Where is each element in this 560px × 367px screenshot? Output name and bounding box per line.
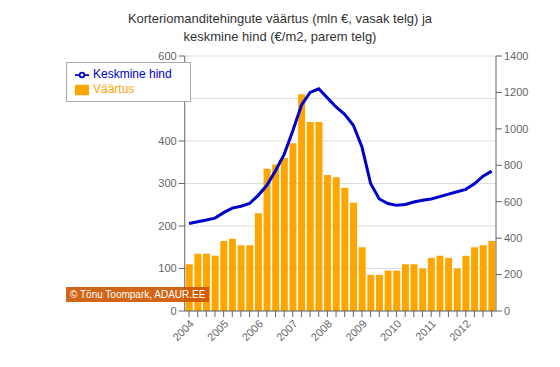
svg-text:2012: 2012: [447, 317, 473, 343]
svg-text:600: 600: [504, 196, 522, 208]
svg-text:500: 500: [158, 92, 176, 104]
svg-text:400: 400: [504, 232, 522, 244]
svg-text:300: 300: [158, 177, 176, 189]
html-text:Keskmine hind: Keskmine hind: [93, 67, 172, 81]
svg-text:2006: 2006: [239, 317, 265, 343]
svg-text:0: 0: [171, 305, 177, 317]
svg-text:1000: 1000: [504, 123, 528, 135]
svg-text:800: 800: [504, 159, 522, 171]
svg-text:400: 400: [158, 135, 176, 147]
svg-text:600: 600: [158, 50, 176, 62]
svg-text:2008: 2008: [309, 317, 335, 343]
html-text:keskmine hind (€/m2, parem tel: keskmine hind (€/m2, parem telg): [183, 29, 377, 44]
svg-text:2005: 2005: [205, 317, 231, 343]
html-text:Korteriomanditehingute väärtus: Korteriomanditehingute väärtus (mln €, v…: [127, 11, 433, 26]
svg-text:1200: 1200: [504, 86, 528, 98]
svg-text:2007: 2007: [274, 317, 300, 343]
svg-text:0: 0: [504, 305, 510, 317]
svg-text:200: 200: [504, 268, 522, 280]
html-text:Väärtus: Väärtus: [93, 81, 135, 96]
html-text:© Tõnu Toompark, ADAUR.EE: © Tõnu Toompark, ADAUR.EE: [70, 289, 206, 300]
svg-text:100: 100: [158, 262, 176, 274]
svg-text:1400: 1400: [504, 50, 528, 62]
svg-text:2009: 2009: [343, 317, 369, 343]
svg-text:2011: 2011: [413, 317, 438, 342]
svg-text:200: 200: [158, 220, 176, 232]
svg-text:2010: 2010: [378, 317, 404, 343]
svg-text:2004: 2004: [170, 317, 196, 343]
